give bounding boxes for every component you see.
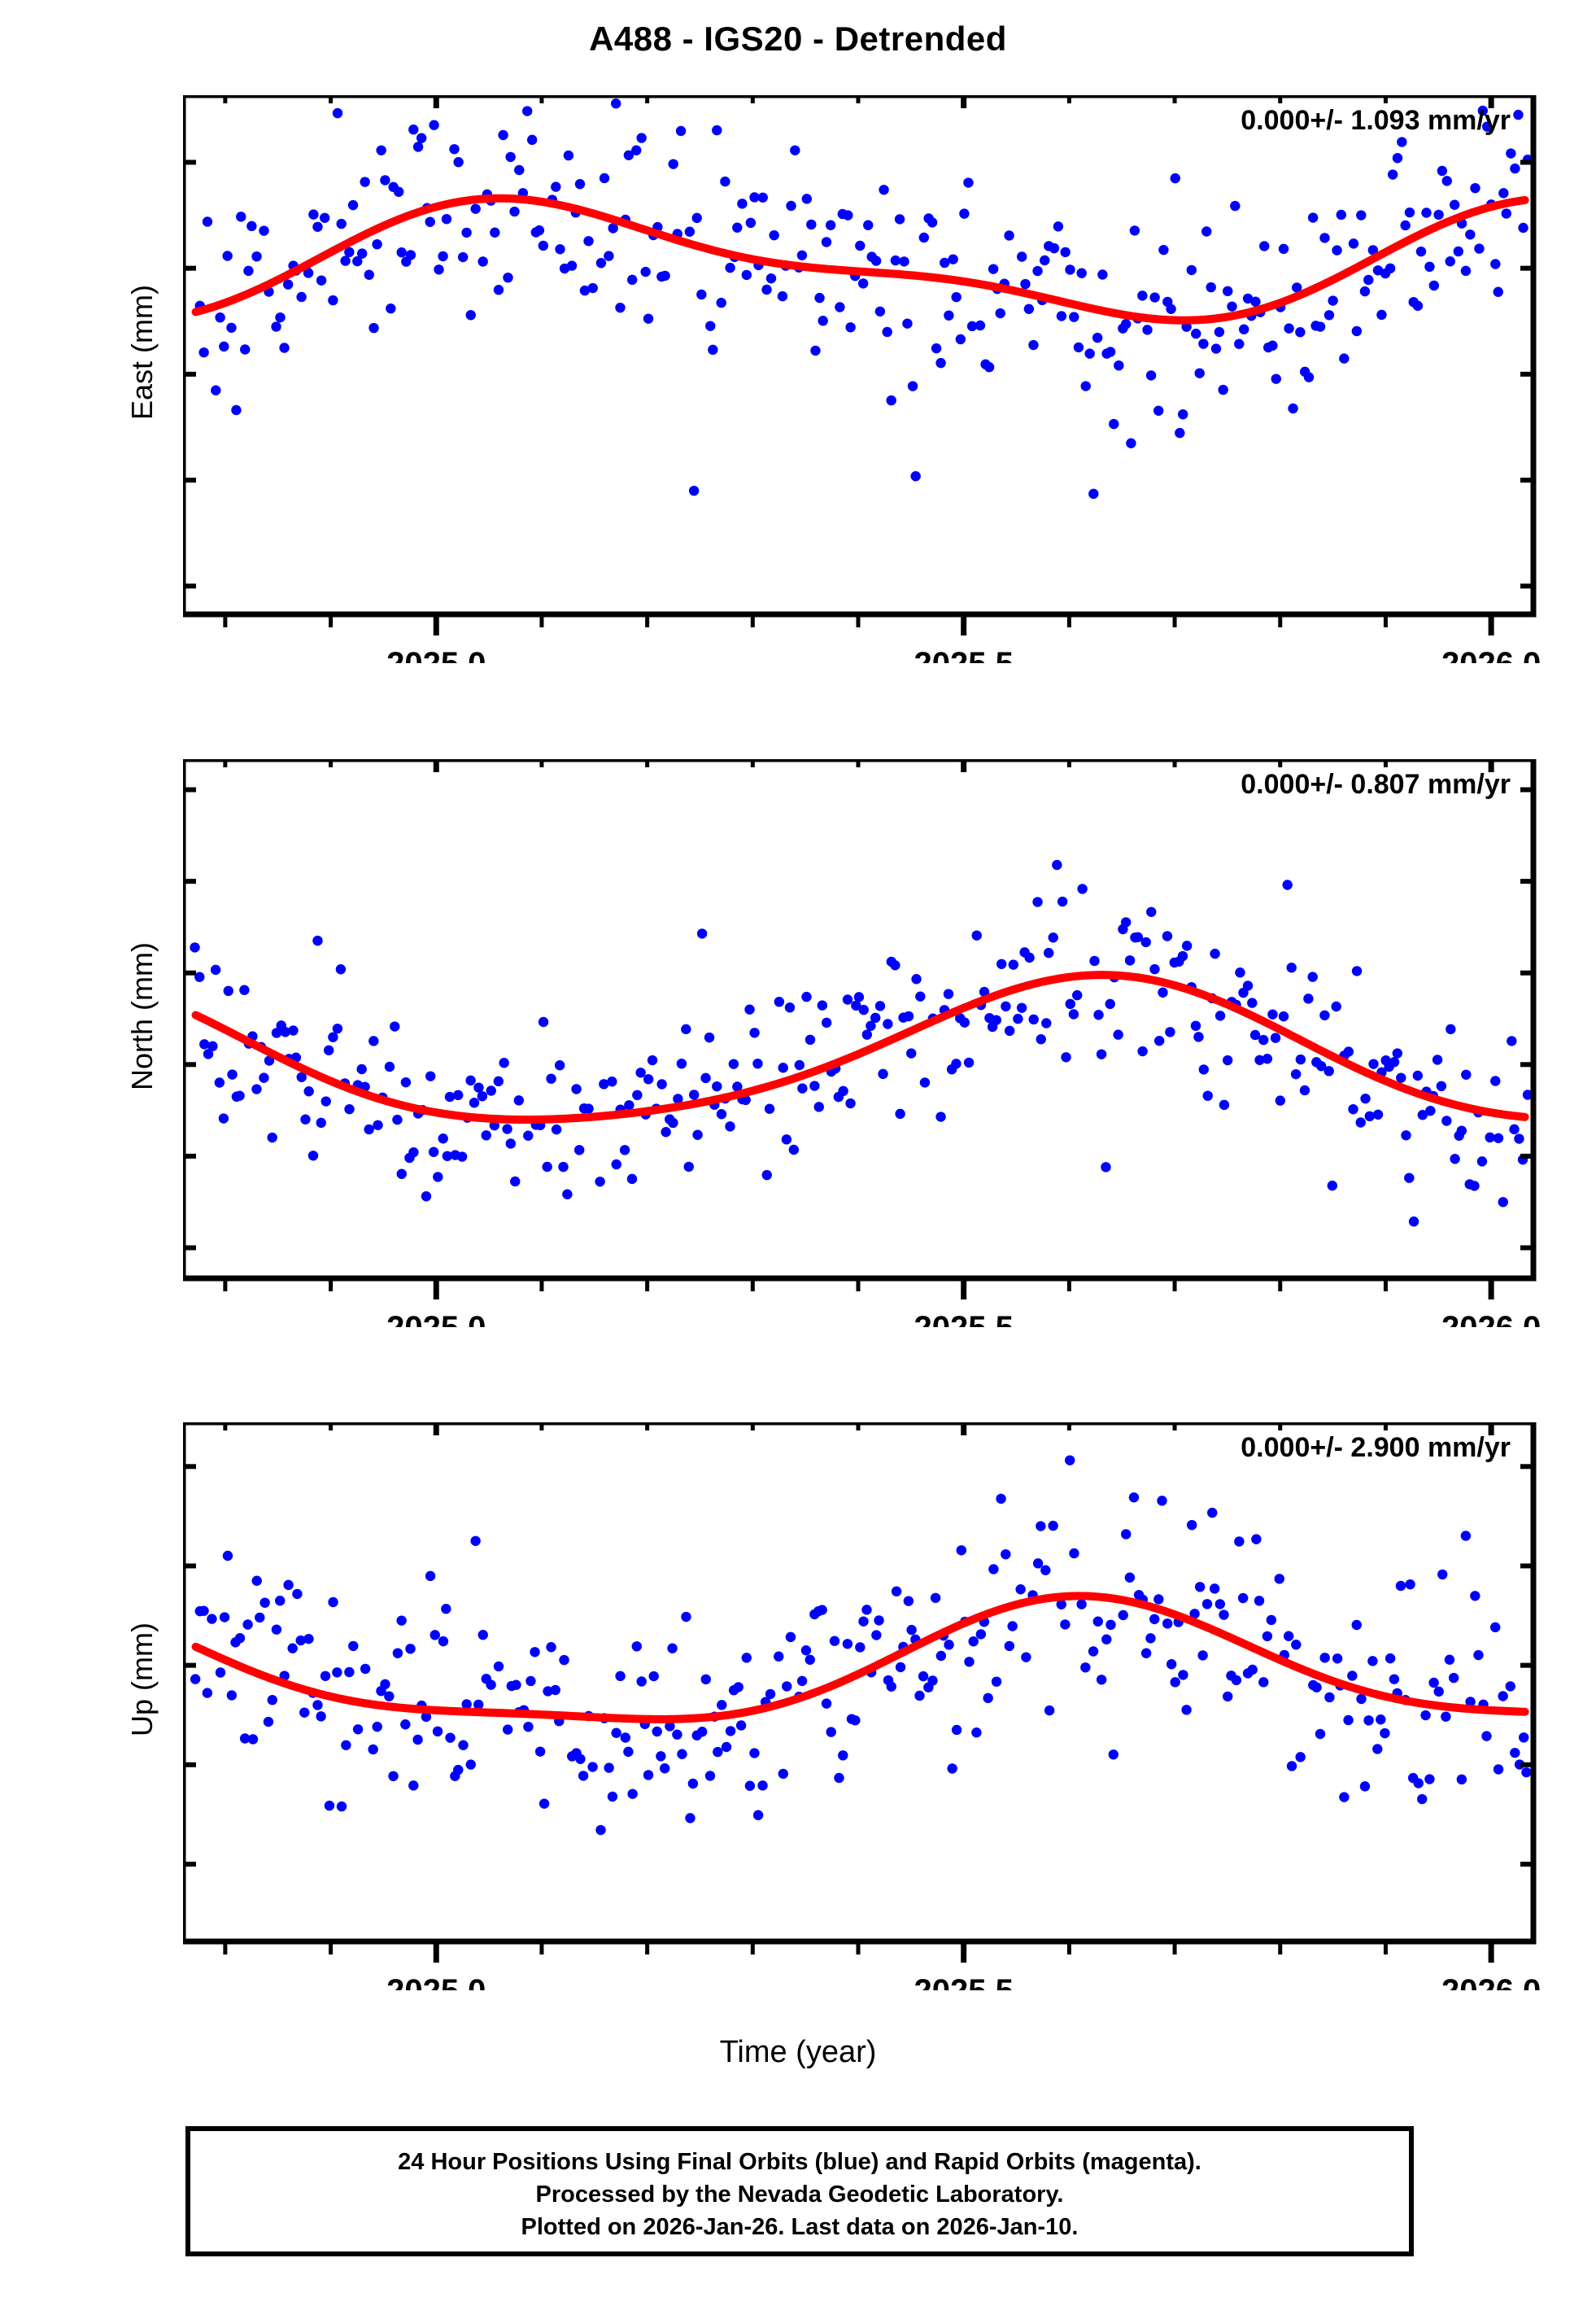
x-tick-label: 2025.0 xyxy=(386,646,486,663)
page-title: A488 - IGS20 - Detrended xyxy=(589,20,1007,58)
scatter-points-north xyxy=(190,859,1533,1227)
data-layer-east xyxy=(191,98,1533,500)
rate-annotation-up: 0.000+/- 2.900 mm/yr xyxy=(1241,1432,1511,1463)
model-curve-up xyxy=(191,1592,1529,1723)
x-tick-label: 2026.0 xyxy=(1441,1310,1541,1327)
x-axis-up: 2025.0 2025.5 2026.0 xyxy=(223,1422,1541,1990)
axes-frame-north xyxy=(183,759,1537,1282)
y-axis-title-up: Up (mm) xyxy=(125,1622,159,1736)
x-axis-east: 2025.0 2025.5 2026.0 xyxy=(223,95,1541,663)
y-axis-east: 30-3-6-9 xyxy=(183,159,1533,589)
footer-caption-box: 24 Hour Positions Using Final Orbits (bl… xyxy=(185,2126,1414,2256)
x-tick-label: 2026.0 xyxy=(1441,646,1541,663)
rate-annotation-east: 0.000+/- 1.093 mm/yr xyxy=(1241,105,1511,136)
footer-line-dates: Plotted on 2026-Jan-26. Last data on 202… xyxy=(521,2214,1079,2240)
plot-east: 30-3-6-9 2025.0 2025.5 2026.0 0.000+/- 1.093… xyxy=(183,95,1541,663)
x-tick-label: 2025.0 xyxy=(386,1973,486,1990)
y-axis-title-east: East (mm) xyxy=(125,285,159,420)
chart-panel-north: 9630-3-6 2025.0 2025.5 2026.0 0.000+/- 0.807… xyxy=(183,759,1555,1327)
chart-panel-east: 30-3-6-9 2025.0 2025.5 2026.0 0.000+/- 1.093… xyxy=(183,95,1555,663)
plot-up: 1890-9-18 2025.0 2025.5 2026.0 0.000+/- 2.90… xyxy=(183,1422,1541,1990)
data-layer-up xyxy=(190,1455,1532,1836)
y-axis-north: 9630-3-6 xyxy=(183,787,1533,1251)
footer-line-processor: Processed by the Nevada Geodetic Laborat… xyxy=(535,2182,1064,2208)
x-tick-label: 2025.5 xyxy=(914,646,1014,663)
axes-frame-east xyxy=(183,95,1537,618)
rate-annotation-north: 0.000+/- 0.807 mm/yr xyxy=(1241,769,1511,800)
scatter-points-east xyxy=(194,98,1533,500)
chart-panel-up: 1890-9-18 2025.0 2025.5 2026.0 0.000+/- 2.90… xyxy=(183,1422,1555,1990)
y-axis-title-north: North (mm) xyxy=(125,942,159,1090)
scatter-points-up xyxy=(190,1455,1532,1836)
x-axis-north: 2025.0 2025.5 2026.0 xyxy=(223,759,1541,1327)
x-axis-title: Time (year) xyxy=(719,2035,877,2069)
x-tick-label: 2025.0 xyxy=(386,1310,486,1327)
model-curve-east xyxy=(191,194,1529,325)
plot-north: 9630-3-6 2025.0 2025.5 2026.0 0.000+/- 0.807… xyxy=(183,759,1541,1327)
model-curve-north xyxy=(191,971,1529,1124)
x-tick-label: 2025.5 xyxy=(914,1973,1014,1990)
x-tick-label: 2025.5 xyxy=(914,1310,1014,1327)
footer-line-orbits: 24 Hour Positions Using Final Orbits (bl… xyxy=(398,2149,1201,2175)
data-layer-north xyxy=(190,859,1533,1227)
y-axis-up: 1890-9-18 xyxy=(183,1464,1533,1867)
x-tick-label: 2026.0 xyxy=(1441,1973,1541,1990)
